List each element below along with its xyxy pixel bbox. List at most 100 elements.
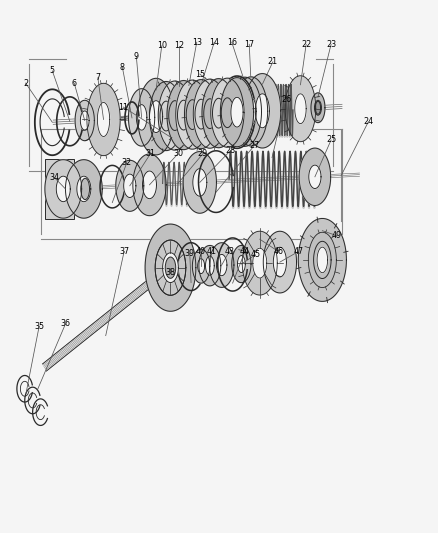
Text: 17: 17	[244, 40, 254, 49]
Polygon shape	[192, 249, 209, 283]
Polygon shape	[184, 79, 217, 149]
Text: 7: 7	[95, 73, 100, 82]
Polygon shape	[234, 77, 267, 146]
Polygon shape	[194, 99, 207, 129]
Text: 47: 47	[293, 247, 303, 256]
Polygon shape	[149, 101, 162, 133]
Text: 16: 16	[226, 38, 236, 47]
Polygon shape	[210, 78, 244, 147]
Polygon shape	[203, 99, 215, 128]
Polygon shape	[124, 174, 136, 198]
Polygon shape	[216, 254, 226, 276]
Text: 30: 30	[173, 149, 183, 158]
Polygon shape	[145, 224, 195, 311]
Polygon shape	[255, 94, 269, 128]
Text: 12: 12	[174, 42, 184, 51]
Text: 36: 36	[60, 319, 71, 328]
Polygon shape	[162, 253, 178, 282]
Text: 34: 34	[49, 173, 59, 182]
Text: 29: 29	[197, 149, 208, 158]
Polygon shape	[142, 171, 156, 199]
Text: 40: 40	[196, 247, 206, 256]
Text: 9: 9	[134, 52, 138, 61]
Polygon shape	[136, 104, 147, 130]
Text: 44: 44	[239, 247, 249, 256]
Polygon shape	[192, 168, 206, 196]
Polygon shape	[310, 93, 324, 123]
Polygon shape	[77, 176, 91, 201]
Text: 21: 21	[267, 58, 277, 66]
Polygon shape	[294, 94, 305, 124]
Polygon shape	[231, 246, 251, 282]
Polygon shape	[155, 240, 185, 295]
Text: 45: 45	[250, 251, 260, 260]
Polygon shape	[97, 102, 110, 136]
Polygon shape	[285, 76, 315, 142]
Polygon shape	[316, 247, 327, 273]
Polygon shape	[56, 176, 70, 201]
Polygon shape	[65, 160, 102, 218]
Text: 35: 35	[34, 321, 44, 330]
Polygon shape	[155, 240, 185, 295]
Polygon shape	[159, 101, 172, 131]
Polygon shape	[242, 231, 277, 295]
Polygon shape	[138, 78, 174, 155]
Polygon shape	[75, 100, 94, 141]
Polygon shape	[230, 98, 243, 127]
Text: 41: 41	[206, 247, 216, 256]
Text: 46: 46	[273, 247, 283, 256]
Polygon shape	[244, 74, 280, 148]
Text: 5: 5	[49, 67, 55, 75]
Polygon shape	[87, 83, 120, 156]
Text: 25: 25	[325, 135, 336, 144]
Text: 49: 49	[331, 231, 341, 240]
Polygon shape	[186, 100, 198, 130]
Polygon shape	[245, 98, 256, 125]
Polygon shape	[221, 98, 233, 127]
Polygon shape	[128, 88, 154, 146]
Text: 22: 22	[300, 40, 311, 49]
Polygon shape	[177, 100, 189, 130]
Polygon shape	[307, 232, 336, 288]
Polygon shape	[209, 243, 233, 287]
Text: 38: 38	[165, 269, 175, 277]
Text: 13: 13	[191, 38, 201, 47]
Ellipse shape	[81, 179, 89, 199]
Text: 31: 31	[145, 149, 155, 158]
Polygon shape	[158, 81, 191, 150]
Polygon shape	[212, 98, 224, 128]
Text: 26: 26	[280, 94, 290, 103]
Polygon shape	[263, 231, 296, 293]
Polygon shape	[116, 160, 144, 211]
Text: 43: 43	[224, 247, 233, 256]
Text: 39: 39	[184, 249, 194, 258]
Polygon shape	[228, 77, 261, 146]
Polygon shape	[308, 165, 320, 189]
Polygon shape	[198, 246, 220, 286]
Text: 2: 2	[23, 78, 28, 87]
Polygon shape	[175, 80, 208, 149]
Polygon shape	[193, 79, 226, 148]
Text: 10: 10	[156, 42, 166, 51]
Polygon shape	[252, 248, 266, 278]
Ellipse shape	[314, 100, 321, 115]
Text: 28: 28	[225, 146, 235, 155]
Polygon shape	[205, 256, 214, 275]
Polygon shape	[183, 151, 216, 213]
Polygon shape	[80, 111, 89, 130]
Text: 24: 24	[362, 117, 372, 126]
Polygon shape	[166, 80, 200, 150]
Polygon shape	[297, 219, 346, 301]
Polygon shape	[313, 241, 330, 279]
Polygon shape	[273, 247, 286, 277]
Text: 8: 8	[120, 63, 124, 71]
Bar	[45, 159, 74, 219]
Polygon shape	[314, 101, 320, 114]
Text: 15: 15	[194, 70, 205, 78]
Polygon shape	[133, 154, 166, 216]
Polygon shape	[220, 78, 253, 147]
Text: 27: 27	[249, 141, 259, 150]
Polygon shape	[237, 255, 245, 272]
Text: 11: 11	[118, 102, 128, 111]
Text: 14: 14	[209, 38, 219, 47]
